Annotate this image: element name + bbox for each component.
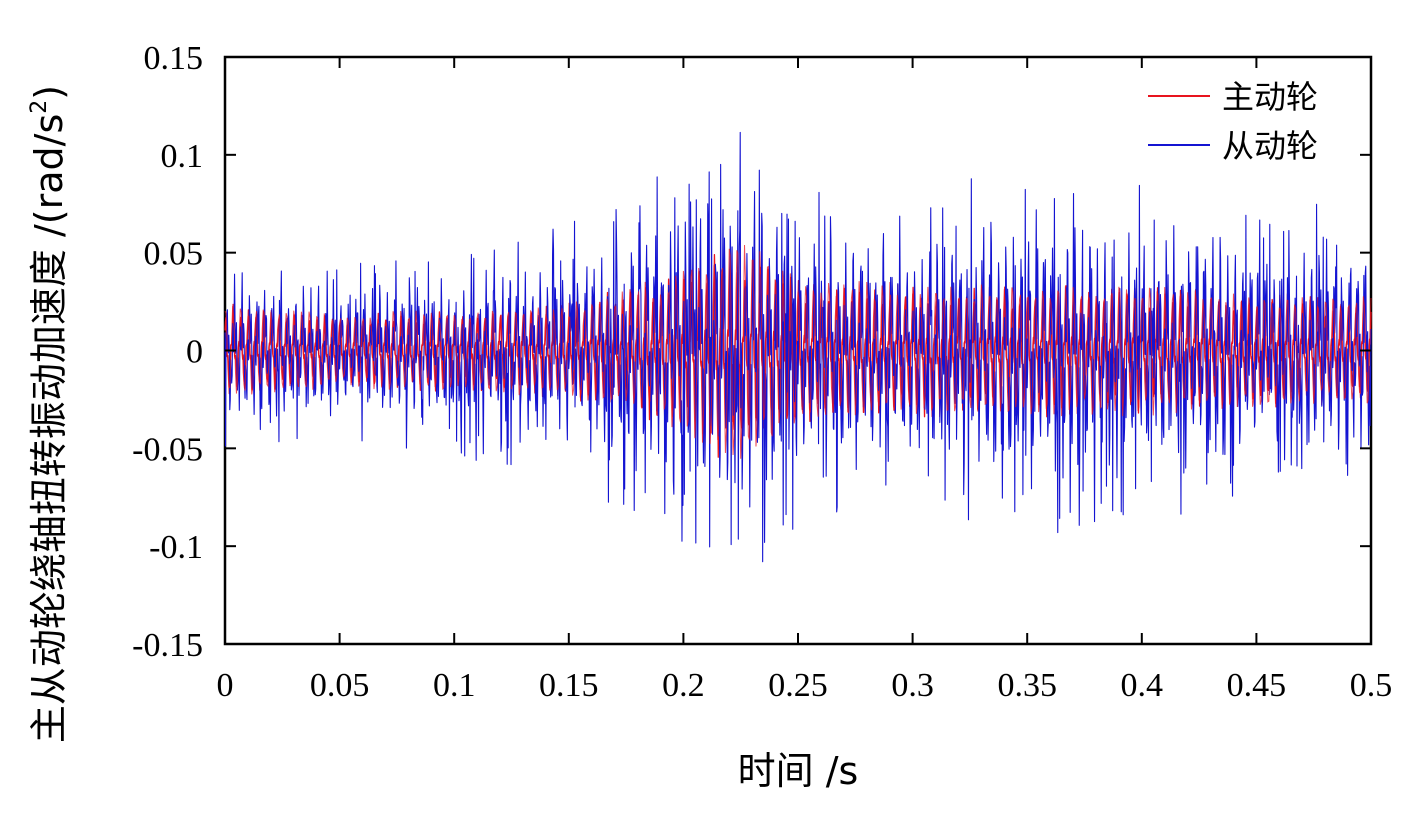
y-tick-label: -0.1 xyxy=(149,529,203,566)
x-tick-label: 0.05 xyxy=(310,667,370,704)
x-tick-label: 0.2 xyxy=(662,667,705,704)
y-axis-label-main: 主从动轮绕轴扭转振动加速度 /(rad/s xyxy=(27,114,71,743)
legend-label-driven-wheel: 从动轮 xyxy=(1222,127,1318,165)
x-tick-label: 0.1 xyxy=(433,667,476,704)
y-tick-label: 0.05 xyxy=(144,236,204,273)
y-axis-label-close: ) xyxy=(27,85,71,100)
series-line-driving-wheel xyxy=(224,254,1372,458)
x-tick-label: 0.35 xyxy=(997,667,1057,704)
x-tick-label: 0 xyxy=(217,667,234,704)
y-tick-label: -0.15 xyxy=(132,627,203,664)
y-tick-label: 0.1 xyxy=(161,138,204,175)
legend-label-driving-wheel: 主动轮 xyxy=(1222,78,1318,116)
x-tick-label: 0.4 xyxy=(1121,667,1164,704)
x-tick-label: 0.25 xyxy=(768,667,828,704)
x-tick-label: 0.5 xyxy=(1350,667,1393,704)
x-axis-label: 时间 /s xyxy=(738,749,859,793)
y-axis-label-superscript: 2 xyxy=(27,100,52,114)
y-tick-label: 0.15 xyxy=(144,40,204,77)
series-line-driving-wheel-overlay xyxy=(224,245,1372,459)
series-layer xyxy=(224,131,1372,563)
ticks-layer: 0 0.05 0.1 0.15 0.2 0.25 0.3 0.35 0.4 0.45 0.5 0.15… xyxy=(132,40,1392,704)
y-tick-label: 0 xyxy=(186,334,203,371)
x-tick-label: 0.45 xyxy=(1227,667,1287,704)
legend: 主动轮 从动轮 xyxy=(1148,78,1318,165)
x-tick-label: 0.3 xyxy=(891,667,934,704)
series-line-driven-wheel xyxy=(224,131,1372,563)
y-tick-label: -0.05 xyxy=(132,431,203,468)
y-axis-label: 主从动轮绕轴扭转振动加速度 /(rad/s2) xyxy=(27,85,71,743)
x-tick-label: 0.15 xyxy=(539,667,599,704)
